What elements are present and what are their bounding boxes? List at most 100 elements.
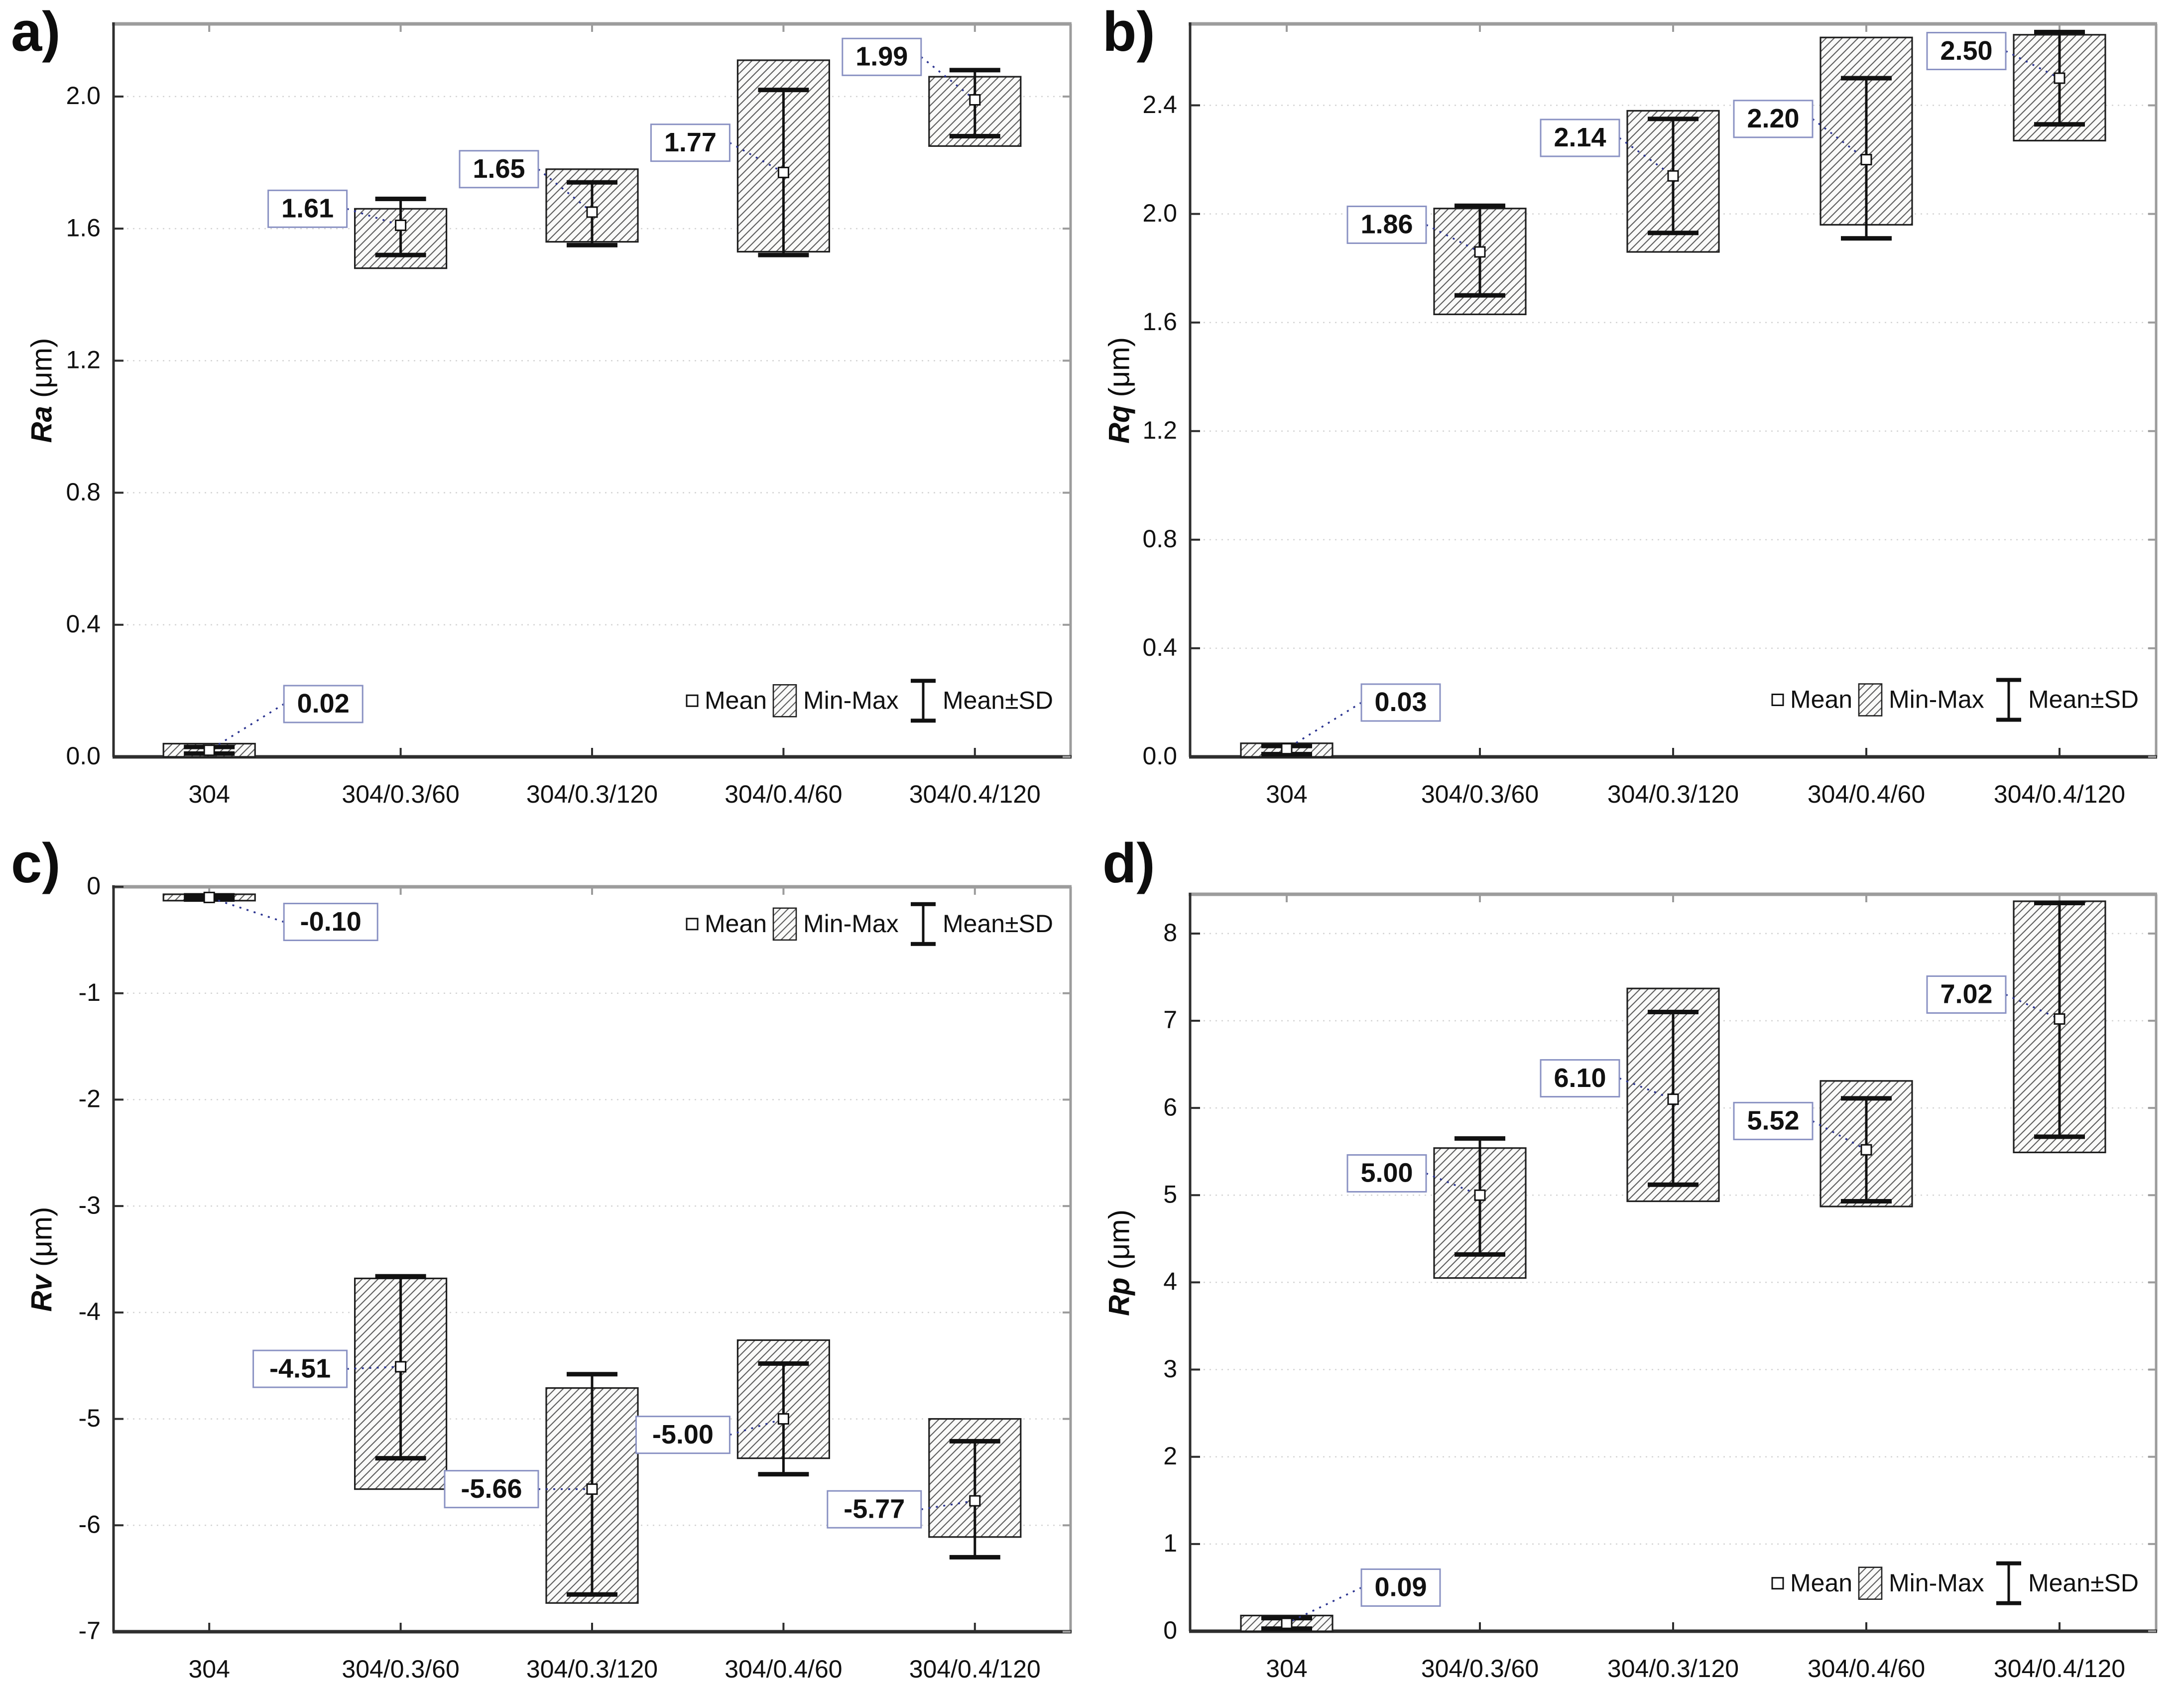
- sd-whisker-cap-bottom: [1648, 231, 1699, 236]
- mean-marker: [203, 891, 215, 903]
- value-label: 1.86: [1360, 210, 1413, 240]
- y-tick-label: 3: [1163, 1355, 1177, 1383]
- value-label: -5.00: [652, 1420, 714, 1449]
- value-label-box: [444, 1470, 539, 1509]
- legend-sd-cap-bottom: [1996, 1601, 2021, 1605]
- legend-mean-marker-icon: [1771, 694, 1784, 707]
- y-tick-label: -2: [79, 1085, 101, 1113]
- sd-whisker-cap-top: [2034, 29, 2085, 34]
- y-tick-label: -5: [79, 1404, 101, 1432]
- panel-b: 0.0 0.4 0.8 1.2 1.6 2.0 2.4 304 304/0.3/60 304/0.…: [1142, 22, 2158, 808]
- sd-whisker-cap-bottom: [567, 242, 617, 247]
- value-label-box: [842, 37, 922, 76]
- value-label: -5.77: [844, 1494, 905, 1524]
- panel-c-y-axis-title: Rv (μm): [25, 1207, 59, 1312]
- sd-whisker-cap-top: [758, 1361, 809, 1366]
- mean-marker: [586, 206, 598, 218]
- y-tick-label: 8: [1163, 919, 1177, 947]
- x-category-label: 304/0.3/60: [342, 1655, 459, 1683]
- sd-whisker-cap-bottom: [949, 1555, 1000, 1560]
- y-tick-label: -7: [79, 1617, 101, 1645]
- mean-marker: [586, 1483, 598, 1495]
- mean-marker: [395, 1361, 407, 1373]
- x-category-label: 304/0.3/120: [1607, 1655, 1739, 1683]
- legend-sd-cap-top: [911, 679, 936, 683]
- sd-whisker-cap-top: [758, 88, 809, 93]
- mean-marker: [1860, 154, 1872, 166]
- value-label: 2.50: [1940, 36, 1992, 66]
- legend-mean-label: Mean: [705, 910, 767, 938]
- y-tick-label: 2.4: [1142, 91, 1177, 119]
- value-label: 1.61: [281, 194, 334, 224]
- value-label: 0.02: [297, 689, 350, 719]
- x-category-label: 304/0.3/120: [526, 1655, 658, 1683]
- y-tick-label: 1.2: [66, 346, 101, 374]
- sd-whisker-cap-bottom: [949, 133, 1000, 138]
- value-label: -5.66: [461, 1474, 522, 1504]
- sd-whisker-cap-top: [375, 196, 426, 201]
- legend-minmax-label: Min-Max: [803, 910, 899, 938]
- panel-b-y-unit: (μm): [1103, 337, 1136, 397]
- sd-whisker-cap-top: [567, 180, 617, 185]
- value-label-box: [1926, 32, 2007, 71]
- leader-line: [2005, 50, 2060, 79]
- legend: Mean Min-Max Mean±SD: [1771, 1561, 2139, 1605]
- value-label-box: [1346, 205, 1427, 244]
- value-label: 7.02: [1940, 979, 1992, 1009]
- x-category-label: 304/0.4/120: [909, 1655, 1041, 1683]
- leader-line: [1426, 224, 1480, 253]
- panel-c-y-symbol: Rv: [25, 1275, 58, 1312]
- y-tick-label: -3: [79, 1191, 101, 1219]
- x-category-label: 304/0.4/60: [1808, 780, 1925, 808]
- value-label: 5.00: [1360, 1158, 1413, 1188]
- sd-whisker-cap-top: [1841, 1096, 1892, 1101]
- mean-marker: [1860, 1144, 1872, 1156]
- value-label-box: [1346, 1154, 1427, 1193]
- sd-whisker-cap-top: [949, 1439, 1000, 1443]
- y-tick-label: 1.2: [1142, 416, 1177, 444]
- legend-mean-marker-icon: [686, 918, 699, 931]
- legend-meansd-label: Mean±SD: [943, 686, 1053, 714]
- y-tick-label: 0: [87, 872, 101, 900]
- sd-whisker-cap-top: [949, 68, 1000, 73]
- mean-marker: [969, 94, 981, 106]
- x-category-label: 304/0.4/60: [725, 780, 842, 808]
- sd-whisker-cap-top: [567, 1372, 617, 1377]
- panel-b-letter: b): [1102, 0, 1155, 63]
- sd-whisker-cap-top: [1648, 117, 1699, 121]
- x-category-label: 304: [188, 1655, 230, 1683]
- mean-marker: [1667, 1093, 1679, 1105]
- y-tick-label: 1: [1163, 1529, 1177, 1557]
- legend-sd-cap-bottom: [911, 719, 936, 723]
- sd-whisker-cap-bottom: [375, 252, 426, 257]
- y-tick-label: 0.4: [66, 610, 101, 638]
- value-label-box: [1733, 100, 1814, 138]
- value-label-box: [252, 1349, 348, 1388]
- value-label: 2.20: [1747, 104, 1799, 133]
- legend-minmax-swatch-icon: [772, 684, 797, 718]
- sd-whisker-cap-bottom: [375, 1456, 426, 1461]
- y-tick-label: -4: [79, 1298, 101, 1325]
- sd-whisker-cap-top: [1455, 1136, 1505, 1141]
- value-label-box: [827, 1490, 922, 1529]
- legend-minmax-label: Min-Max: [803, 686, 899, 714]
- value-label: 1.65: [473, 154, 525, 184]
- y-tick-label: 1.6: [1142, 308, 1177, 336]
- mean-marker: [777, 1413, 789, 1425]
- sd-whisker-cap-top: [1455, 203, 1505, 208]
- mean-marker: [1474, 246, 1486, 258]
- mean-marker: [1667, 170, 1679, 182]
- panel-d: 0 1 2 3 4 5 6 7 8 304 304/0.3/60 304/0.3/120 304/0.4…: [1163, 892, 2158, 1683]
- value-label: -4.51: [269, 1353, 331, 1383]
- legend-sd-cap-bottom: [1996, 718, 2021, 722]
- y-tick-label: 0.4: [1142, 633, 1177, 661]
- mean-marker: [969, 1495, 981, 1507]
- x-category-label: 304/0.3/60: [342, 780, 459, 808]
- y-tick-label: 2.0: [1142, 199, 1177, 227]
- legend-mean-marker-icon: [1771, 1577, 1784, 1590]
- leader-line: [729, 142, 784, 173]
- value-label-box: [1926, 975, 2007, 1014]
- panel-d-y-unit: (μm): [1103, 1209, 1136, 1270]
- x-category-label: 304/0.3/60: [1421, 1655, 1539, 1683]
- legend-meansd-label: Mean±SD: [943, 910, 1053, 938]
